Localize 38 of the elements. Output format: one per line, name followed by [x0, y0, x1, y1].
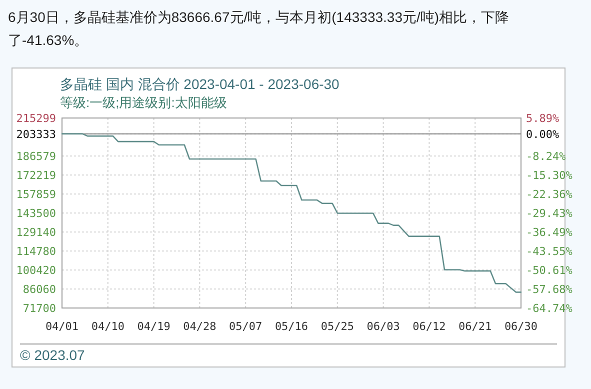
x-tick-label: 04/28 — [183, 320, 216, 333]
y-tick-label: 71700 — [22, 302, 56, 315]
y-tick-label: 129140 — [16, 226, 56, 239]
x-tick-label: 06/30 — [504, 320, 538, 333]
line-series — [61, 133, 522, 293]
text: 6月30日，多晶硅基准价为83666.67元/吨，与本月初(143333.33元/吨)相比，下降了-41.63%。 — [8, 8, 510, 50]
y2-tick-label: -64.74% — [526, 302, 573, 315]
x-tick-label: 06/03 — [366, 320, 400, 333]
y2-tick-label: 5.89% — [526, 112, 560, 125]
y2-tick-label: -8.24% — [526, 150, 566, 164]
y-tick-label: 86060 — [22, 283, 56, 296]
x-tick-label: 05/07 — [229, 320, 262, 333]
x-tick-label: 06/21 — [458, 320, 492, 333]
y2-tick-label: -22.36% — [526, 188, 573, 201]
y2-tick-label: -15.30% — [526, 169, 573, 182]
y2-tick-label: -57.68% — [526, 283, 573, 296]
y2-tick-label: -43.55% — [526, 244, 573, 258]
y-tick-label: 114780 — [16, 245, 56, 258]
chart-title: 多晶硅 国内 混合价 2023-04-01 - 2023-06-30 — [60, 76, 340, 92]
y2-tick-label: 0.00% — [526, 128, 560, 141]
y-tick-label: 143500 — [16, 207, 56, 220]
y-tick-label: 172219 — [16, 169, 56, 182]
x-tick-label: 05/16 — [274, 320, 308, 333]
x-tick-label: 04/01 — [45, 320, 79, 333]
y-tick-label: 203333 — [16, 128, 56, 141]
chart-subtitle: 等级:一级;用途级别:太阳能级 — [60, 95, 227, 110]
y-tick-label: 100420 — [16, 264, 56, 277]
y-tick-label: 215299 — [16, 112, 56, 125]
x-tick-label: 06/12 — [412, 320, 446, 333]
y-tick-label: 157859 — [16, 188, 56, 201]
y2-tick-label: -36.49% — [526, 226, 573, 240]
x-tick-label: 04/10 — [91, 320, 124, 333]
y-tick-label: 186579 — [16, 150, 56, 163]
x-tick-label: 05/25 — [320, 320, 354, 333]
y2-tick-label: -50.61% — [526, 264, 573, 277]
y2-tick-label: -29.43% — [526, 207, 573, 220]
text: © 2023.07 — [20, 347, 86, 363]
x-tick-label: 04/19 — [137, 320, 170, 333]
